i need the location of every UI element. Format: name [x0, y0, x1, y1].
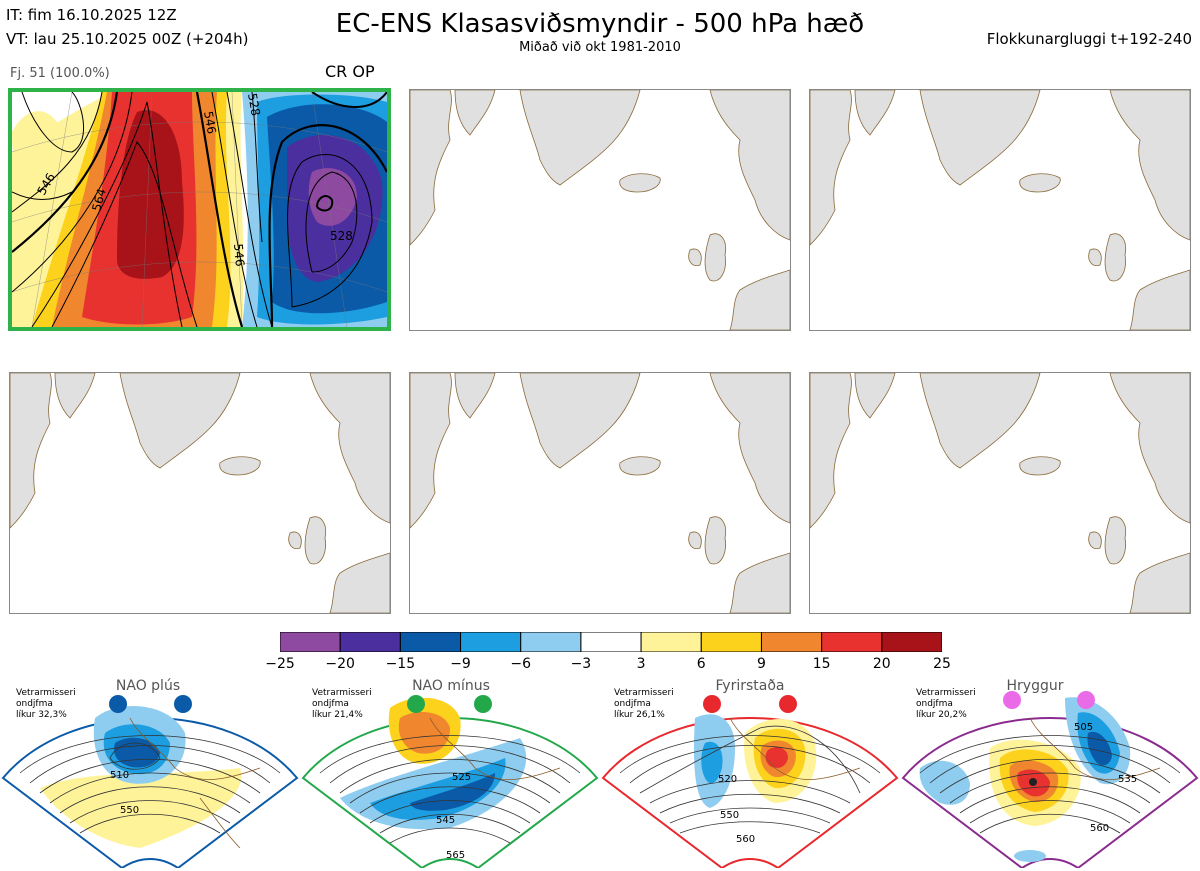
regime-info-line: Vetrarmisseri — [312, 688, 372, 698]
empty-cluster-panel[interactable] — [9, 372, 391, 614]
colorbar-swatch — [821, 632, 883, 652]
colorbar-swatch — [580, 632, 642, 652]
cluster-regime-label: CR OP — [325, 62, 375, 81]
regime-contour-label: 535 — [1118, 774, 1137, 785]
regime-contour-label: 550 — [720, 810, 739, 821]
colorbar-tick-label: 9 — [756, 656, 766, 672]
colorbar-tick-label: 3 — [636, 656, 646, 672]
classification-window: Flokkunargluggi t+192-240 — [986, 30, 1192, 48]
base-map — [810, 90, 1190, 330]
cluster-map: 546 564 546 528 546 528 — [12, 92, 387, 327]
cluster-map-panel[interactable]: 546 564 546 528 546 528 — [8, 88, 391, 331]
regime-contour-label: 505 — [1074, 722, 1093, 733]
regime-marker — [109, 695, 127, 713]
regime-name: NAO plús — [115, 678, 181, 694]
colorbar-tick-label: 6 — [696, 656, 706, 672]
regime-contour-label: 520 — [718, 774, 737, 785]
base-map — [810, 373, 1190, 613]
colorbar-swatch — [460, 632, 522, 652]
base-map — [10, 373, 390, 613]
regime-marker — [779, 695, 797, 713]
regime-marker — [474, 695, 492, 713]
contour-label: 546 — [201, 110, 219, 135]
regime-info-line: Vetrarmisseri — [614, 688, 674, 698]
regime-info-line: líkur 20,2% — [916, 710, 967, 720]
regime-contour-label: 565 — [446, 850, 465, 861]
regime-info: Vetrarmisseri ondjfma líkur 21,4% — [312, 688, 372, 721]
valid-time: VT: lau 25.10.2025 00Z (+204h) — [6, 30, 249, 48]
regime-info-line: ondjfma — [916, 699, 953, 709]
regime-info-line: ondjfma — [312, 699, 349, 709]
cluster-label: Fj. 51 (100.0%) — [10, 66, 110, 81]
empty-cluster-panel[interactable] — [409, 372, 791, 614]
colorbar-swatch — [280, 632, 341, 652]
regime-info: Vetrarmisseri ondjfma líkur 26,1% — [614, 688, 674, 721]
regime-name: Fyrirstaða — [715, 678, 785, 694]
colorbar-tick-label: −25 — [265, 656, 295, 672]
empty-cluster-panel[interactable] — [809, 89, 1191, 331]
colorbar-tick-label: 25 — [933, 656, 951, 672]
regime-nao-minus: 525 545 565 — [301, 695, 599, 868]
regime-info: Vetrarmisseri ondjfma líkur 20,2% — [916, 688, 976, 721]
regime-info-line: Vetrarmisseri — [916, 688, 976, 698]
colorbar-tick-label: −15 — [385, 656, 416, 672]
regime-marker — [174, 695, 192, 713]
colorbar-tick-label: 20 — [872, 656, 891, 672]
contour-label: 546 — [231, 243, 247, 267]
regime-info-line: líkur 21,4% — [312, 710, 363, 720]
contour-label: 528 — [245, 92, 263, 117]
regime-marker — [1077, 691, 1095, 709]
colorbar-swatch — [881, 632, 942, 652]
regime-marker — [1003, 691, 1021, 709]
regime-contour-label: 560 — [736, 834, 755, 845]
regime-info: Vetrarmisseri ondjfma líkur 32,3% — [16, 688, 76, 721]
colorbar-tick-label: −3 — [570, 656, 592, 672]
regime-info-line: ondjfma — [614, 699, 651, 709]
regime-hryggur: 505 535 560 — [901, 691, 1199, 868]
empty-cluster-panel[interactable] — [809, 372, 1191, 614]
colorbar-tick-label: −6 — [510, 656, 532, 672]
colorbar-tick-label: −9 — [450, 656, 471, 672]
regime-contour-label: 525 — [452, 772, 471, 783]
regime-info-line: líkur 32,3% — [16, 710, 67, 720]
colorbar-swatch — [640, 632, 702, 652]
regime-contour-label: 550 — [120, 805, 139, 816]
colorbar-swatch — [399, 632, 462, 652]
colorbar-tick-label: −20 — [325, 656, 355, 672]
base-map — [410, 373, 790, 613]
colorbar-swatch — [339, 632, 401, 652]
regime-marker — [407, 695, 425, 713]
colorbar-swatch — [760, 632, 823, 652]
base-map — [410, 90, 790, 330]
regime-fyrirstada: 520 550 560 — [601, 695, 899, 868]
contour-label: 528 — [330, 229, 353, 243]
page-title: EC-ENS Klasasviðsmyndir - 500 hPa hæð — [335, 9, 865, 39]
regime-name: Hryggur — [1006, 678, 1064, 694]
colorbar-swatch — [520, 632, 582, 652]
empty-cluster-panel[interactable] — [409, 89, 791, 331]
colorbar-swatch — [700, 632, 762, 652]
regime-info-line: líkur 26,1% — [614, 710, 665, 720]
regime-contour-label: 560 — [1090, 823, 1109, 834]
init-time: IT: fim 16.10.2025 12Z — [6, 6, 177, 24]
contour-label: 564 — [89, 187, 108, 213]
regime-name: NAO mínus — [412, 678, 490, 694]
regime-contour-label: 510 — [110, 770, 129, 781]
regime-nao-plus: 510 550 — [1, 695, 299, 868]
regime-info-line: ondjfma — [16, 699, 53, 709]
colorbar-tick-label: 15 — [812, 656, 831, 672]
regime-marker — [703, 695, 721, 713]
anomaly-colorbar — [280, 632, 942, 652]
regime-contour-label: 545 — [436, 815, 455, 826]
regime-info-line: Vetrarmisseri — [16, 688, 76, 698]
page-subtitle: Miðað við okt 1981-2010 — [519, 40, 681, 55]
